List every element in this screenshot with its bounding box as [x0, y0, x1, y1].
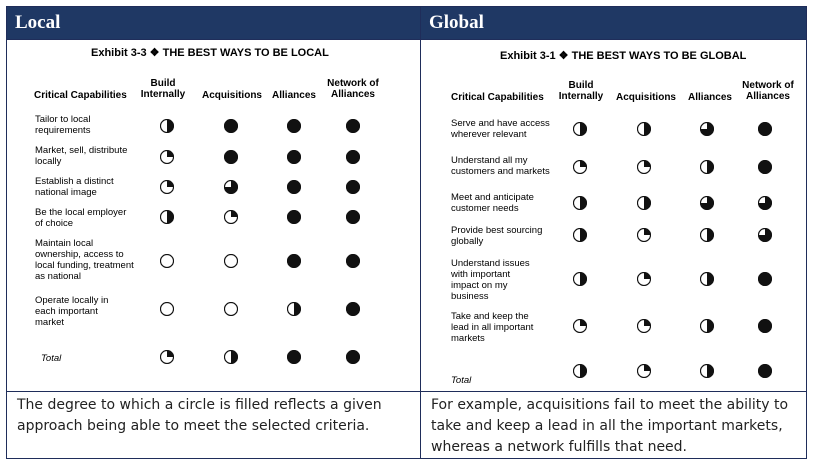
row-label: Understand issues with important impact … [451, 258, 530, 302]
harvey-ball-icon [286, 179, 302, 195]
harvey-ball-icon [286, 301, 302, 317]
harvey-ball-icon [699, 121, 715, 137]
column-header-build-internally: Build Internally [140, 78, 186, 100]
column-header-network-of-alliances: Network of Alliances [742, 80, 794, 102]
harvey-ball-icon [345, 253, 361, 269]
harvey-ball-icon [345, 149, 361, 165]
harvey-ball-icon [223, 179, 239, 195]
local-header: Local [7, 7, 420, 39]
harvey-ball-icon [636, 318, 652, 334]
harvey-ball-icon [286, 209, 302, 225]
row-label: Market, sell, distribute locally [35, 145, 128, 167]
harvey-ball-icon [699, 271, 715, 287]
harvey-ball-icon [636, 271, 652, 287]
harvey-ball-icon [345, 179, 361, 195]
total-harvey-ball-icon [159, 349, 175, 365]
harvey-ball-icon [699, 318, 715, 334]
harvey-ball-icon [345, 118, 361, 134]
row-label: Maintain local ownership, access to loca… [35, 238, 134, 282]
row-label: Be the local employer of choice [35, 207, 127, 229]
harvey-ball-icon [159, 179, 175, 195]
harvey-ball-icon [636, 195, 652, 211]
harvey-ball-icon [699, 195, 715, 211]
harvey-ball-icon [572, 318, 588, 334]
harvey-ball-icon [159, 209, 175, 225]
total-harvey-ball-icon [286, 349, 302, 365]
row-label: Meet and anticipate customer needs [451, 192, 534, 214]
harvey-ball-icon [699, 227, 715, 243]
local-caption: The degree to which a circle is filled r… [17, 397, 382, 434]
total-harvey-ball-icon [572, 363, 588, 379]
harvey-ball-icon [223, 209, 239, 225]
comparison-table: Local Global Exhibit 3-3 ❖ THE BEST WAYS… [6, 6, 807, 459]
harvey-ball-icon [159, 118, 175, 134]
total-harvey-ball-icon [757, 363, 773, 379]
harvey-ball-icon [757, 195, 773, 211]
global-caption: For example, acquisitions fail to meet t… [431, 397, 789, 455]
column-header-alliances: Alliances [272, 90, 316, 101]
global-header: Global [421, 7, 806, 39]
harvey-ball-icon [572, 195, 588, 211]
column-header-acquisitions: Acquisitions [615, 92, 676, 103]
total-label: Total [451, 375, 472, 386]
harvey-ball-icon [757, 227, 773, 243]
row-label: Provide best sourcing globally [451, 225, 543, 247]
harvey-ball-icon [757, 271, 773, 287]
total-harvey-ball-icon [223, 349, 239, 365]
total-harvey-ball-icon [636, 363, 652, 379]
harvey-ball-icon [636, 159, 652, 175]
harvey-ball-icon [636, 121, 652, 137]
column-header-build-internally: Build Internally [558, 80, 604, 102]
exhibit-title: Exhibit 3-1 ❖ THE BEST WAYS TO BE GLOBAL [500, 50, 747, 62]
total-harvey-ball-icon [699, 363, 715, 379]
harvey-ball-icon [286, 149, 302, 165]
harvey-ball-icon [159, 301, 175, 317]
criteria-header: Critical Capabilities [451, 92, 544, 103]
harvey-ball-icon [572, 121, 588, 137]
harvey-ball-icon [636, 227, 652, 243]
caption-divider [7, 391, 806, 392]
harvey-ball-icon [286, 118, 302, 134]
row-label: Take and keep the lead in all important … [451, 311, 534, 344]
row-label: Understand all my customers and markets [451, 155, 550, 177]
row-label: Tailor to local requirements [35, 114, 91, 136]
header-divider [7, 39, 806, 40]
row-label: Operate locally in each important market [35, 295, 109, 328]
total-label: Total [41, 353, 62, 364]
row-label: Serve and have access wherever relevant [451, 118, 550, 140]
harvey-ball-icon [572, 271, 588, 287]
harvey-ball-icon [223, 149, 239, 165]
harvey-ball-icon [159, 253, 175, 269]
exhibit-local: Exhibit 3-3 ❖ THE BEST WAYS TO BE LOCAL … [7, 39, 420, 391]
harvey-ball-icon [572, 227, 588, 243]
column-header-acquisitions: Acquisitions [201, 90, 262, 101]
row-label: Establish a distinct national image [35, 176, 114, 198]
total-harvey-ball-icon [345, 349, 361, 365]
harvey-ball-icon [345, 301, 361, 317]
harvey-ball-icon [757, 159, 773, 175]
column-divider [420, 7, 421, 458]
column-header-alliances: Alliances [688, 92, 732, 103]
column-header-network-of-alliances: Network of Alliances [327, 78, 379, 100]
harvey-ball-icon [286, 253, 302, 269]
harvey-ball-icon [223, 118, 239, 134]
harvey-ball-icon [223, 301, 239, 317]
harvey-ball-icon [345, 209, 361, 225]
exhibit-title: Exhibit 3-3 ❖ THE BEST WAYS TO BE LOCAL [91, 47, 329, 59]
harvey-ball-icon [757, 318, 773, 334]
harvey-ball-icon [699, 159, 715, 175]
harvey-ball-icon [223, 253, 239, 269]
exhibit-global: Exhibit 3-1 ❖ THE BEST WAYS TO BE GLOBAL… [421, 39, 806, 391]
harvey-ball-icon [757, 121, 773, 137]
criteria-header: Critical Capabilities [34, 90, 127, 101]
harvey-ball-icon [159, 149, 175, 165]
harvey-ball-icon [572, 159, 588, 175]
